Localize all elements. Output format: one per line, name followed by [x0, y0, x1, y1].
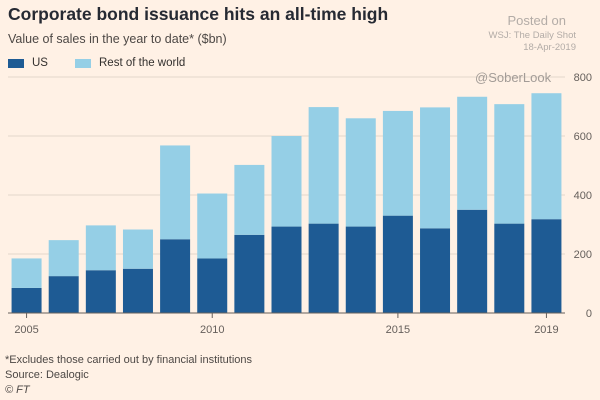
bar-us	[494, 223, 525, 313]
legend-item-rest-of-world: Rest of the world	[75, 57, 185, 69]
bar-rest-of-world	[531, 93, 562, 220]
x-tick-label: 2005	[14, 324, 38, 336]
bar-rest-of-world	[197, 193, 228, 259]
stamp-posted-label: Posted on	[507, 13, 566, 28]
y-tick-label: 800	[574, 72, 592, 84]
x-tick-label: 2010	[200, 324, 224, 336]
bar-rest-of-world	[457, 96, 488, 210]
bar-rest-of-world	[234, 164, 265, 235]
bars	[11, 93, 562, 313]
stamp-date: 18-Apr-2019	[523, 42, 576, 54]
bar-us	[271, 226, 302, 313]
chart-subtitle: Value of sales in the year to date* ($bn…	[8, 32, 227, 46]
bar-rest-of-world	[271, 136, 302, 227]
bar-rest-of-world	[85, 225, 116, 271]
bar-us	[457, 209, 488, 313]
bar-rest-of-world	[11, 258, 42, 288]
posted-stamp: Posted on WSJ: The Daily Shot 18-Apr-201…	[489, 12, 576, 55]
bar-us	[531, 219, 562, 313]
bar-rest-of-world	[345, 118, 376, 227]
bar-us	[345, 226, 376, 313]
bar-us	[11, 287, 42, 313]
legend-item-us: US	[8, 57, 48, 69]
footnote: *Excludes those carried out by financial…	[5, 354, 253, 366]
chart-footer: *Excludes those carried out by financial…	[5, 353, 252, 398]
bar-us	[234, 234, 265, 313]
chart-title: Corporate bond issuance hits an all-time…	[8, 4, 389, 24]
bar-rest-of-world	[308, 107, 339, 224]
bar-us	[160, 239, 191, 313]
y-tick-label: 400	[574, 190, 592, 202]
credit: © FT	[5, 383, 30, 396]
legend-label-rest-of-world: Rest of the world	[99, 57, 186, 69]
bar-us	[197, 258, 228, 313]
bar-rest-of-world	[122, 229, 153, 269]
bar-us	[420, 228, 451, 313]
bar-rest-of-world	[160, 145, 191, 240]
bar-us	[308, 223, 339, 313]
bar-us	[48, 276, 79, 313]
bar-rest-of-world	[420, 107, 451, 229]
source-note: Source: Dealogic	[5, 368, 89, 381]
legend-swatch-rest-of-world	[75, 58, 91, 68]
stamp-source: WSJ: The Daily Shot	[488, 29, 576, 41]
x-tick-label: 2015	[386, 324, 410, 336]
legend-swatch-us	[8, 58, 24, 68]
watermark-handle: @SoberLook	[475, 70, 552, 85]
bar-us	[122, 268, 153, 313]
bar-rest-of-world	[48, 240, 79, 277]
y-tick-label: 200	[574, 249, 592, 261]
bar-rest-of-world	[494, 104, 525, 224]
y-tick-label: 0	[586, 308, 592, 320]
x-tick-label: 2019	[534, 324, 558, 336]
axes: 0 200 400 600 800 2005 2010 2015 2019	[8, 72, 592, 336]
bar-us	[85, 270, 116, 313]
bar-rest-of-world	[382, 110, 413, 216]
bar-us	[382, 215, 413, 313]
y-tick-label: 600	[574, 131, 592, 143]
legend-label-us: US	[32, 57, 48, 69]
